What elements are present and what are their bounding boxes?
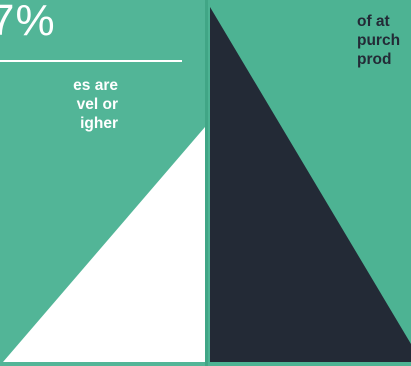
stat-caption: es are vel or igher: [0, 76, 118, 133]
stat-underline: [0, 60, 182, 62]
stat-percentage: 7%: [0, 0, 56, 45]
stat-caption-line: vel or: [76, 96, 118, 113]
stat-caption-line: es are: [73, 77, 118, 94]
panel-divider: [205, 0, 208, 366]
white-triangle: [3, 127, 205, 362]
right-caption: of at purch prod: [357, 12, 400, 69]
stat-caption-line: igher: [80, 115, 118, 132]
right-caption-line: purch: [357, 32, 401, 49]
right-caption-line: prod: [357, 51, 392, 68]
dark-triangle: [210, 7, 411, 362]
right-caption-line: of at: [357, 13, 390, 30]
